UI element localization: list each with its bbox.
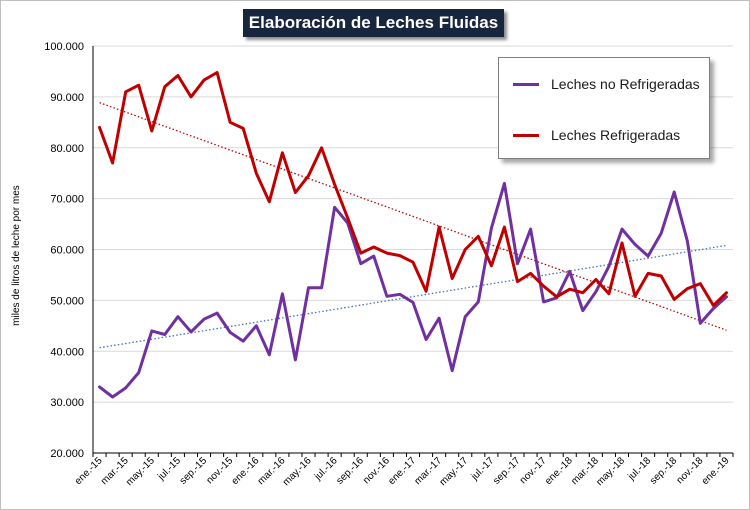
- y-tick-label: 70.000: [50, 194, 84, 206]
- x-tick-label: sep.-18: [648, 455, 680, 487]
- legend-label-refrigeradas: Leches Refrigeradas: [551, 127, 681, 143]
- y-tick-label: 80.000: [50, 143, 84, 155]
- x-tick-label: ene.-16: [230, 455, 262, 487]
- x-tick-label: may.-17: [438, 455, 471, 488]
- x-tick-label: ene.-18: [543, 455, 575, 487]
- y-tick-label: 100.000: [44, 41, 84, 53]
- x-tick-label: sep.-16: [335, 455, 367, 487]
- chart-title: Elaboración de Leches Fluidas: [248, 13, 499, 32]
- x-tick-label: ene.-17: [386, 455, 418, 487]
- y-tick-label: 40.000: [50, 346, 84, 358]
- trendline-1: [99, 102, 727, 331]
- x-tick-label: ene.-19: [700, 455, 732, 487]
- series-line-0: [98, 181, 728, 399]
- legend-item-no-refrigeradas: Leches no Refrigeradas: [513, 76, 700, 92]
- legend-label-no-refrigeradas: Leches no Refrigeradas: [551, 76, 700, 92]
- y-tick-label: 30.000: [50, 397, 84, 409]
- trendline-0: [99, 244, 727, 349]
- legend-swatch-refrigeradas: [513, 133, 539, 137]
- x-tick-label: sep.-15: [178, 455, 210, 487]
- x-tick-label: sep.-17: [491, 455, 523, 487]
- chart-title-box: Elaboración de Leches Fluidas: [243, 9, 504, 37]
- y-tick-label: 50.000: [50, 295, 84, 307]
- y-tick-label: 20.000: [50, 448, 84, 460]
- y-axis-label-box: miles de litros de leche por mes: [4, 60, 28, 450]
- y-tick-label: 60.000: [50, 245, 84, 257]
- legend-item-refrigeradas: Leches Refrigeradas: [513, 127, 680, 143]
- series-line-1: [98, 71, 728, 307]
- legend: Leches no Refrigeradas Leches Refrigerad…: [498, 57, 710, 159]
- y-tick-label: 90.000: [50, 92, 84, 104]
- legend-swatch-no-refrigeradas: [513, 82, 539, 86]
- y-axis-label: miles de litros de leche por mes: [10, 184, 22, 326]
- x-tick-label: may.-18: [594, 455, 627, 488]
- x-tick-label: may.-15: [124, 455, 157, 488]
- x-tick-label: may.-16: [281, 455, 314, 488]
